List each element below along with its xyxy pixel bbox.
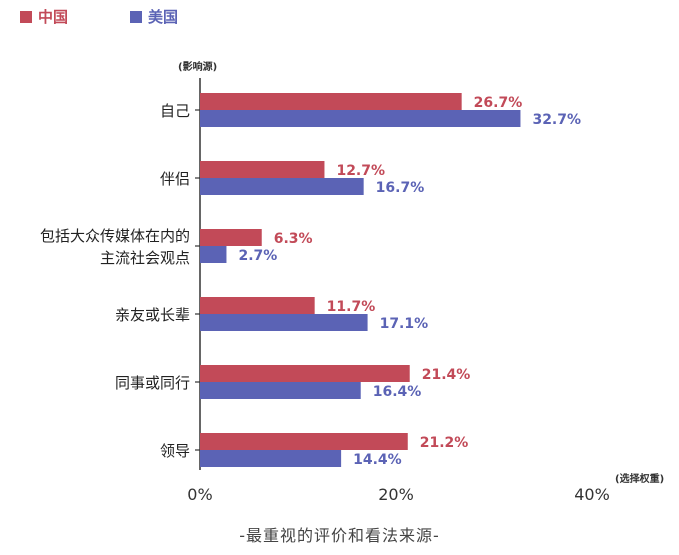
bar-usa [200, 246, 227, 263]
data-label-china: 12.7% [336, 163, 385, 179]
x-axis-note: (选择权重) [615, 474, 665, 485]
bar-china [200, 93, 462, 110]
legend-item-usa: 美国 [130, 6, 178, 27]
data-label-china: 21.2% [420, 435, 469, 451]
data-label-china: 6.3% [274, 231, 313, 247]
data-label-usa: 32.7% [532, 112, 581, 128]
bar-china [200, 365, 410, 382]
bar-usa [200, 110, 521, 127]
x-tick-label: 0% [187, 485, 212, 504]
chart-caption: -最重视的评价和看法来源- [239, 526, 440, 545]
y-axis-note: (影响源) [178, 62, 218, 73]
legend-swatch-china [20, 10, 32, 23]
bar-china [200, 229, 262, 246]
legend-label-china: 中国 [38, 8, 69, 26]
y-tick-label: 伴侣 [160, 170, 190, 188]
data-label-china: 11.7% [327, 299, 376, 315]
y-tick-label: 自己 [160, 102, 190, 120]
bar-usa [200, 178, 364, 195]
bar-usa [200, 314, 368, 331]
bar-china [200, 433, 408, 450]
bar-usa [200, 450, 342, 467]
data-label-usa: 17.1% [380, 316, 429, 332]
data-label-china: 21.4% [422, 367, 471, 383]
x-tick-label: 20% [378, 485, 414, 504]
legend-swatch-usa [130, 10, 142, 23]
legend-item-china: 中国 [20, 6, 68, 27]
y-tick-label: 包括大众传媒体在内的 [40, 227, 190, 245]
data-label-usa: 14.4% [353, 452, 402, 468]
y-tick-label: 亲友或长辈 [115, 306, 190, 324]
legend-label-usa: 美国 [148, 8, 179, 26]
bar-china [200, 297, 315, 314]
y-tick-label: 同事或同行 [115, 374, 190, 392]
y-tick-label: 领导 [160, 442, 190, 460]
data-label-usa: 2.7% [238, 248, 277, 264]
data-label-usa: 16.7% [376, 180, 425, 196]
bar-usa [200, 382, 361, 399]
x-tick-label: 40% [574, 485, 610, 504]
data-label-usa: 16.4% [373, 384, 422, 400]
data-label-china: 26.7% [474, 95, 523, 111]
bar-china [200, 161, 325, 178]
y-tick-label: 主流社会观点 [100, 249, 190, 267]
